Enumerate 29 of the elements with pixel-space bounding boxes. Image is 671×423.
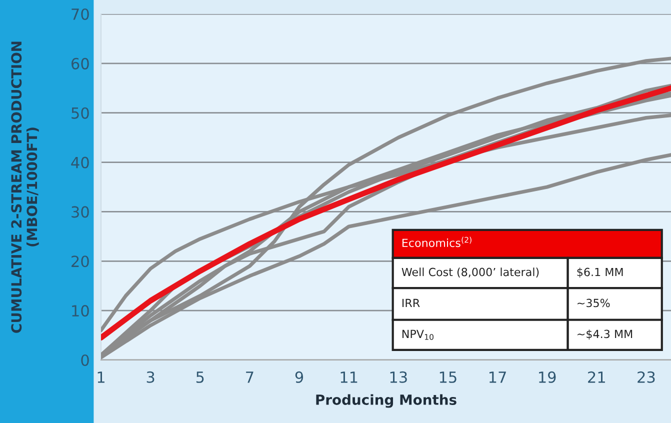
y-tick-label: 20 bbox=[72, 256, 89, 268]
y-tick-label: 0 bbox=[81, 354, 89, 366]
x-tick-label: 13 bbox=[390, 371, 407, 383]
annotation: NPV$_{10}$ bbox=[402, 330, 434, 340]
x-tick-label: 19 bbox=[539, 371, 556, 383]
y-tick-label: 40 bbox=[71, 156, 89, 168]
x-tick-label: 17 bbox=[489, 372, 506, 383]
y-tick-label: 70 bbox=[72, 8, 89, 20]
x-tick-label: 7 bbox=[246, 372, 254, 383]
annotation: ~$4.3 MM bbox=[578, 330, 632, 340]
annotation: ~35% bbox=[578, 298, 610, 308]
x-tick-label: 1 bbox=[98, 372, 104, 383]
x-tick-label: 3 bbox=[146, 371, 154, 383]
x-tick-label: 23 bbox=[638, 371, 655, 383]
x-axis-title: Producing Months bbox=[316, 394, 456, 408]
y-tick-label: 60 bbox=[72, 58, 89, 70]
x-tick-label: 9 bbox=[295, 371, 304, 383]
x-tick-label: 5 bbox=[196, 372, 204, 383]
annotation: Well Cost (8,000’ lateral) bbox=[402, 268, 539, 278]
y-tick-label: 30 bbox=[72, 206, 89, 218]
annotation: $6.1 MM bbox=[577, 268, 623, 278]
annotation: Economics$^{(2)}$ bbox=[402, 236, 472, 248]
y-axis-title: CUMULATIVE 2-STREAM PRODUCTION (MBOE/1000FT) bbox=[11, 42, 39, 333]
annotation: IRR bbox=[402, 298, 420, 308]
x-tick-label: 21 bbox=[588, 371, 605, 383]
x-tick-label: 15 bbox=[440, 372, 456, 383]
y-tick-label: 50 bbox=[72, 107, 89, 119]
y-tick-label: 10 bbox=[72, 305, 89, 317]
x-tick-label: 11 bbox=[340, 372, 358, 383]
